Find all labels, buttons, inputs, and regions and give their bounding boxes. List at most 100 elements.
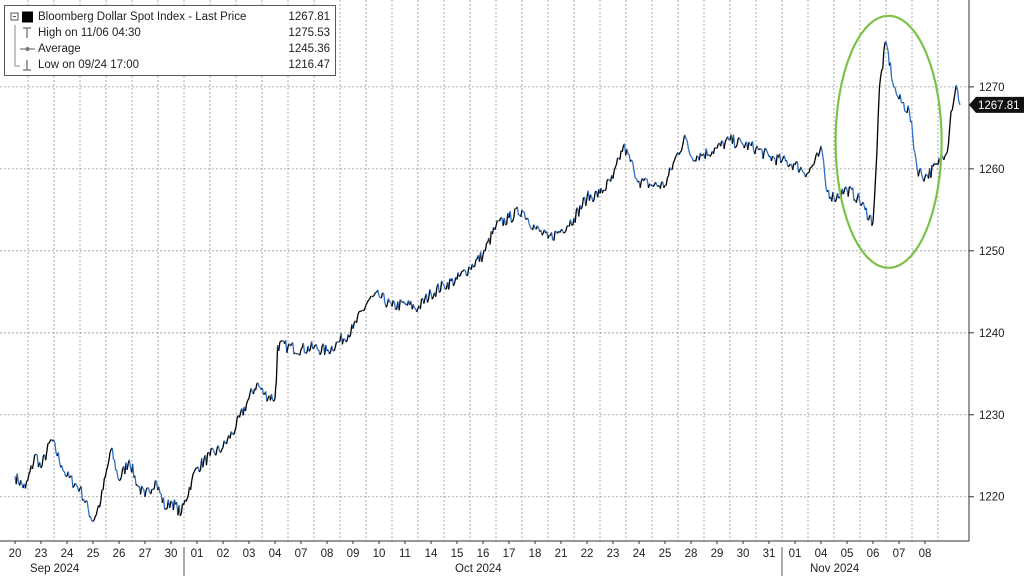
- price-segment: [302, 342, 306, 353]
- last-price-tag: [969, 96, 1024, 113]
- price-segment: [758, 148, 760, 151]
- price-segment: [578, 205, 581, 217]
- price-segment: [807, 171, 810, 174]
- price-segment: [956, 89, 960, 102]
- price-segment: [40, 465, 43, 469]
- price-segment: [529, 226, 532, 230]
- month-label: Nov 2024: [810, 563, 860, 575]
- x-tick-label: 08: [321, 548, 334, 560]
- y-tick-label: 1230: [979, 410, 1005, 422]
- price-segment: [521, 209, 524, 213]
- filled-square-icon: [10, 11, 33, 23]
- price-segment: [54, 442, 57, 453]
- price-segment: [247, 398, 250, 401]
- price-segment: [766, 150, 769, 154]
- x-tick-label: 24: [633, 548, 646, 560]
- price-segment: [894, 87, 898, 95]
- price-segment: [105, 466, 109, 471]
- price-segment: [509, 211, 513, 223]
- price-segment: [305, 351, 308, 354]
- price-segment: [246, 400, 249, 404]
- price-segment: [550, 232, 554, 240]
- price-segment: [220, 449, 223, 453]
- x-tick-label: 18: [529, 548, 542, 560]
- price-segment: [724, 138, 728, 142]
- price-segment: [429, 289, 432, 294]
- legend-label-low: Low on 09/24 17:00: [38, 59, 140, 71]
- price-segment: [895, 93, 899, 97]
- price-segment: [443, 285, 446, 290]
- x-tick-label: 14: [425, 548, 438, 560]
- price-segment: [383, 293, 386, 303]
- price-segment: [908, 111, 912, 122]
- x-tick-label: 04: [269, 548, 282, 560]
- price-segment: [913, 148, 916, 153]
- legend-row-average: Average 1245.36: [5, 41, 335, 57]
- price-segment: [24, 481, 28, 489]
- price-segment: [878, 76, 882, 87]
- price-segment: [363, 307, 366, 312]
- price-segment: [462, 269, 465, 272]
- price-segment: [134, 475, 137, 486]
- high-marker-icon: [14, 25, 31, 41]
- price-segment: [278, 341, 281, 351]
- price-segment: [786, 160, 789, 167]
- price-segment: [393, 302, 397, 310]
- price-segment: [234, 426, 237, 432]
- price-segment: [84, 500, 87, 503]
- x-tick-label: 17: [503, 548, 516, 560]
- price-segment: [709, 154, 712, 157]
- price-segment: [696, 155, 699, 158]
- price-segment: [152, 488, 155, 491]
- price-segment: [419, 298, 423, 310]
- price-segment: [458, 274, 462, 278]
- x-tick-label: 05: [841, 548, 854, 560]
- price-segment: [701, 154, 704, 157]
- y-tick-label: 1220: [979, 492, 1005, 504]
- price-segment: [126, 463, 129, 471]
- price-segment: [392, 300, 395, 303]
- price-segment: [398, 299, 401, 311]
- price-segment: [775, 154, 778, 166]
- price-segment: [275, 381, 277, 389]
- price-segment: [783, 155, 787, 161]
- price-segment: [910, 121, 914, 136]
- price-segment: [621, 145, 625, 152]
- price-segment: [94, 514, 97, 517]
- price-segment: [464, 270, 468, 276]
- price-segment: [170, 500, 173, 503]
- price-segment: [950, 109, 953, 112]
- price-segment: [403, 301, 406, 305]
- price-segment: [414, 307, 417, 310]
- price-segment: [104, 470, 108, 477]
- price-segment: [223, 440, 226, 444]
- price-segment: [772, 155, 775, 158]
- price-segment: [62, 470, 65, 473]
- x-tick-label: 11: [399, 548, 411, 560]
- price-segment: [569, 219, 573, 226]
- price-segment: [75, 484, 79, 488]
- grid-layer: [0, 0, 969, 541]
- last-price-tag-label: 1267.81: [978, 100, 1020, 112]
- price-segment: [289, 344, 293, 347]
- price-segment: [369, 295, 372, 299]
- x-tick-label: 30: [165, 548, 178, 560]
- price-segment: [581, 197, 585, 207]
- price-segment: [46, 443, 49, 453]
- x-tick-label: 02: [217, 548, 230, 560]
- price-segment: [192, 471, 195, 475]
- price-segment: [592, 199, 595, 203]
- annotation-layer: [834, 14, 943, 269]
- price-segment: [523, 212, 527, 220]
- price-segment: [412, 304, 416, 309]
- price-segment: [439, 280, 443, 292]
- price-segment: [238, 411, 242, 418]
- price-segment: [41, 456, 44, 466]
- price-segment: [257, 382, 260, 387]
- price-segment: [162, 497, 166, 510]
- price-segment: [109, 448, 112, 453]
- price-segment: [574, 209, 578, 223]
- price-segment: [659, 182, 663, 189]
- price-segment: [72, 485, 75, 488]
- price-segment: [372, 294, 375, 297]
